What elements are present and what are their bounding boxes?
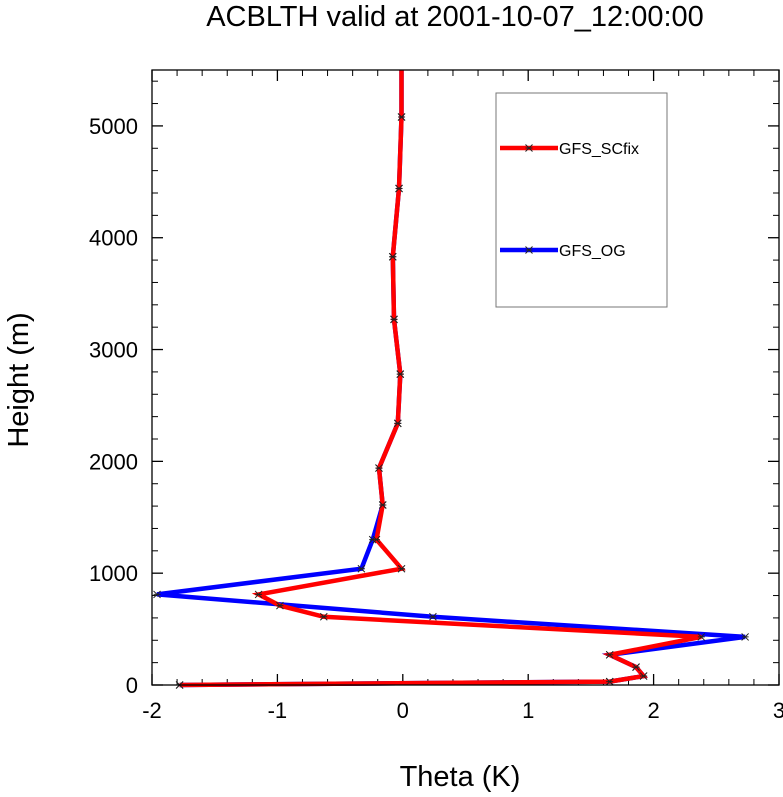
x-tick-label: -1: [268, 698, 288, 723]
data-point-marker: [639, 672, 648, 680]
data-point-marker: [397, 564, 406, 573]
data-point-marker: [525, 246, 533, 254]
data-point-marker: [697, 633, 706, 641]
data-point-marker: [429, 612, 437, 621]
data-point-marker: [390, 315, 398, 324]
y-tick-label: 2000: [89, 449, 138, 474]
x-tick-label: 3: [773, 698, 783, 723]
data-point-marker: [397, 113, 406, 121]
y-tick-label: 1000: [89, 561, 138, 586]
legend-box: [495, 92, 668, 308]
data-point-marker: [254, 590, 263, 599]
y-tick-label: 0: [126, 673, 138, 698]
data-point-marker: [388, 252, 397, 261]
legend-label: GFS_OG: [559, 243, 626, 260]
x-tick-label: -2: [142, 698, 162, 723]
chart-title: ACBLTH valid at 2001-10-07_12:00:00: [206, 1, 704, 33]
data-point-marker: [393, 419, 402, 428]
data-point-marker: [319, 612, 328, 621]
data-point-marker: [632, 663, 640, 671]
legend: GFS_SCfix GFS_OG: [495, 92, 668, 308]
data-point-marker: [396, 370, 405, 378]
y-tick-label: 3000: [89, 338, 138, 363]
minor-ticks: [152, 70, 779, 685]
y-axis-label: Height (m): [3, 312, 35, 447]
legend-item-gfs-og: GFS_OG: [500, 243, 626, 260]
legend-item-gfs-scfix: GFS_SCfix: [500, 141, 639, 158]
data-point-marker: [525, 144, 533, 152]
data-point-marker: [605, 677, 614, 686]
legend-label: GFS_SCfix: [559, 141, 639, 158]
data-point-marker: [395, 184, 403, 193]
x-axis-label: Theta (K): [400, 761, 521, 793]
data-point-marker: [741, 633, 749, 641]
data-point-marker: [375, 464, 383, 472]
series-gfs-scfix: [175, 70, 706, 689]
x-tick-label: 2: [647, 698, 659, 723]
y-tick-label: 5000: [89, 114, 138, 139]
x-tick-label: 0: [397, 698, 409, 723]
data-point-marker: [153, 590, 161, 599]
x-tick-label: 1: [522, 698, 534, 723]
data-point-marker: [276, 601, 284, 610]
data-point-marker: [357, 564, 366, 573]
major-ticks: [151, 70, 780, 686]
data-point-marker: [372, 535, 381, 544]
data-point-marker: [378, 501, 387, 509]
data-point-marker: [605, 650, 614, 659]
plot-frame: [151, 69, 780, 686]
x-tick-labels: -2 -1 0 1 2 3: [142, 698, 783, 723]
series-layer: [153, 70, 749, 689]
y-tick-label: 4000: [89, 226, 138, 251]
y-tick-labels: 0 1000 2000 3000 4000 5000: [89, 114, 138, 698]
series-line: [179, 70, 702, 688]
